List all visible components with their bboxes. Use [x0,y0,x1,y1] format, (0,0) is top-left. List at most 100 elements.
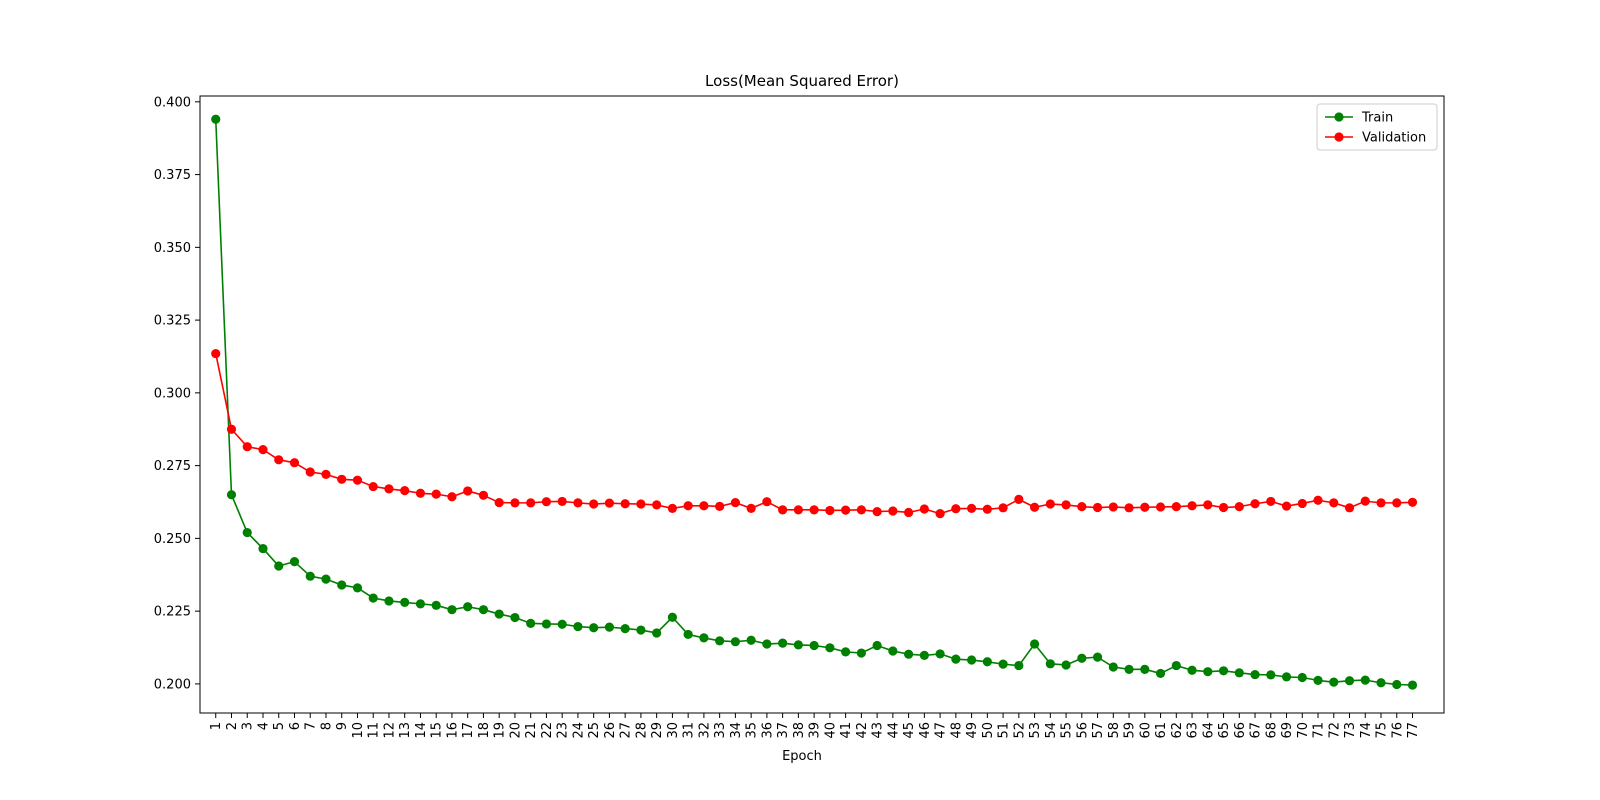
x-tick-label: 28 [634,722,649,739]
legend-marker [1334,132,1344,142]
x-tick-label: 67 [1249,722,1264,739]
data-point-validation [636,499,646,509]
x-tick-label: 76 [1390,722,1405,739]
x-tick-label: 60 [1138,722,1153,739]
data-point-validation [998,503,1008,513]
plot-frame [199,95,1445,714]
data-point-train [683,629,693,640]
plot-area: 0.200 0.225 0.250 0.275 0.300 0.325 0.350 0.375… [154,95,1445,739]
data-point-train [337,580,347,590]
x-tick-label: 33 [713,722,728,739]
data-point-train [494,609,504,619]
data-point-train [636,625,646,635]
data-point-validation [699,501,709,511]
x-tick-label: 5 [272,722,287,730]
data-point-train [211,114,221,124]
x-tick-label: 36 [760,722,775,739]
data-point-train [1266,670,1276,680]
data-point-validation [1297,498,1307,509]
x-tick-label: 75 [1375,722,1390,739]
data-point-validation [431,489,441,499]
x-tick-label: 27 [619,722,634,739]
x-tick-label: 9 [335,722,350,730]
data-point-train [1313,675,1323,686]
x-tick-label: 63 [1186,722,1201,739]
data-point-validation [463,486,473,496]
x-tick-label: 21 [524,722,539,739]
x-tick-label: 58 [1107,722,1122,739]
x-tick-label: 34 [729,722,744,739]
data-point-validation [1171,502,1181,512]
data-point-train [935,649,945,659]
data-point-train [352,583,363,593]
x-tick-label: 18 [477,722,492,739]
x-tick-label: 13 [398,722,413,739]
data-point-validation [1360,496,1370,506]
x-tick-label: 52 [1012,722,1027,739]
data-point-validation [352,475,363,485]
data-point-train [242,527,252,538]
data-point-train [1077,653,1087,663]
data-point-train [384,596,394,606]
x-tick-label: 46 [918,722,933,739]
data-point-validation [1077,502,1087,512]
data-point-validation [1108,502,1118,512]
x-tick-label: 77 [1406,722,1421,739]
x-tick-label: 20 [508,722,523,739]
x-tick-label: 37 [776,722,791,739]
data-point-validation [604,498,615,508]
data-point-validation [951,504,961,514]
data-point-train [652,628,662,638]
x-tick-label: 45 [902,722,917,739]
y-tick-label: 0.325 [154,314,191,329]
data-point-validation [541,497,552,507]
data-point-train [321,574,331,584]
x-tick-label: 55 [1060,722,1075,739]
data-point-validation [400,486,410,496]
data-point-validation [1392,498,1402,508]
data-point-validation [557,496,567,507]
data-point-train [982,657,992,667]
data-point-validation [715,501,725,511]
data-point-train [1218,666,1229,676]
data-point-train [274,561,284,571]
data-point-train [667,612,678,622]
x-tick-label: 59 [1123,722,1138,739]
x-tick-label: 15 [430,722,445,739]
x-tick-label: 38 [792,722,807,739]
data-point-validation [368,481,378,492]
data-point-validation [982,504,992,514]
data-point-validation [1140,502,1150,512]
x-tick-label: 64 [1201,722,1216,739]
x-tick-label: 23 [556,722,571,739]
data-point-train [1360,675,1370,685]
data-point-train [888,646,898,656]
x-tick-label: 10 [351,722,366,739]
data-point-validation [1187,501,1197,511]
x-tick-label: 47 [934,722,949,739]
data-point-train [557,619,567,629]
data-point-train [541,619,552,629]
y-tick-label: 0.200 [154,677,191,692]
data-point-validation [919,504,929,514]
data-point-validation [1029,502,1040,512]
y-tick-label: 0.375 [154,168,191,183]
x-tick-label: 74 [1359,722,1374,739]
data-point-train [1029,639,1040,649]
y-tick-label: 0.275 [154,459,191,474]
x-tick-label: 69 [1280,722,1295,739]
x-tick-label: 11 [367,722,382,739]
data-point-train [1061,660,1071,670]
chart-title: Loss(Mean Squared Error) [705,72,899,90]
x-tick-label: 61 [1154,722,1169,739]
legend-marker [1334,112,1344,122]
y-tick-label: 0.400 [154,95,191,110]
data-point-train [1092,652,1103,662]
x-tick-label: 66 [1233,722,1248,739]
data-point-train [809,640,819,651]
data-point-validation [1061,500,1071,510]
data-point-validation [526,498,536,508]
x-tick-label: 42 [855,722,870,739]
series-line-validation [214,353,1413,515]
x-tick-label: 57 [1091,722,1106,739]
